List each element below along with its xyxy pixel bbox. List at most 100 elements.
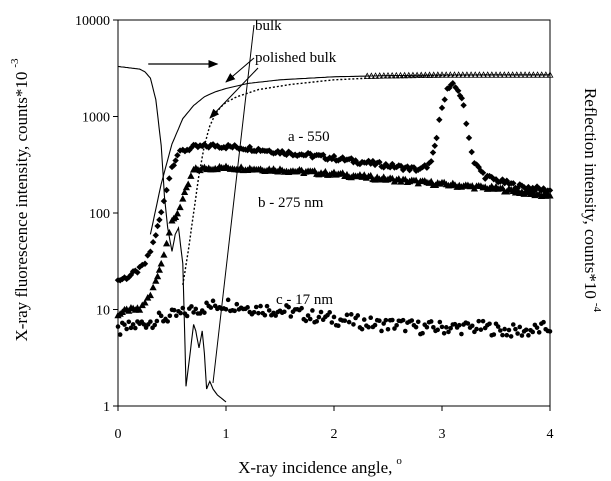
- series-marker: [152, 323, 157, 328]
- series-marker: [500, 333, 505, 338]
- series-marker: [390, 318, 395, 323]
- series-marker: [310, 308, 315, 313]
- series-marker: [526, 333, 531, 338]
- series-marker: [444, 325, 449, 330]
- series-marker: [161, 198, 167, 204]
- series-marker: [362, 317, 367, 322]
- y-tick-label: 1000: [82, 111, 110, 126]
- series-marker: [520, 333, 525, 338]
- series-marker: [541, 320, 546, 325]
- series-marker: [202, 310, 207, 315]
- series-marker: [163, 240, 170, 247]
- x-tick-label: 4: [547, 427, 554, 442]
- series-marker: [496, 324, 501, 329]
- series-marker: [158, 209, 164, 215]
- series-marker: [414, 325, 419, 330]
- series-marker: [457, 323, 462, 328]
- series-marker: [258, 304, 263, 309]
- series-marker: [459, 332, 464, 337]
- series-marker: [436, 117, 442, 123]
- x-tick-label: 3: [439, 427, 446, 442]
- series-marker: [498, 328, 503, 333]
- series-marker: [174, 313, 179, 318]
- series-marker: [252, 310, 257, 315]
- series-marker: [429, 319, 434, 324]
- series-marker: [474, 327, 479, 332]
- y-axis-title-superscript: -3: [9, 58, 21, 68]
- series-marker: [377, 318, 382, 323]
- x-axis-title-text: X-ray incidence angle,: [238, 458, 392, 477]
- series-marker: [226, 298, 231, 303]
- series-marker: [355, 313, 360, 318]
- series-marker: [211, 299, 216, 304]
- series-marker: [336, 323, 341, 328]
- series-marker: [403, 329, 408, 334]
- x-tick-label: 0: [115, 427, 122, 442]
- y-tick-label: 10000: [75, 14, 110, 29]
- series-marker: [435, 328, 440, 333]
- series-marker: [168, 313, 173, 318]
- series-layer: [114, 67, 553, 403]
- series-marker: [148, 319, 153, 324]
- series-marker: [384, 318, 389, 323]
- annotation-series-c: c - 17 nm: [276, 292, 333, 308]
- series-marker: [159, 314, 164, 319]
- series-marker: [116, 324, 121, 329]
- series-marker: [425, 325, 430, 330]
- series-marker: [507, 328, 512, 333]
- series-marker: [430, 149, 436, 155]
- x-axis-title-superscript: o: [396, 455, 402, 467]
- series-marker: [492, 332, 497, 337]
- series-marker: [156, 266, 163, 273]
- series-marker: [439, 105, 445, 111]
- series-marker: [349, 312, 354, 317]
- series-marker: [317, 315, 322, 320]
- y-tick-label: 100: [89, 207, 110, 222]
- series-marker: [158, 260, 165, 267]
- series-marker: [304, 319, 309, 324]
- series-marker: [330, 320, 335, 325]
- series-marker: [368, 315, 373, 320]
- series-marker: [373, 323, 378, 328]
- series-marker: [133, 326, 138, 331]
- series-marker: [517, 325, 522, 330]
- series-marker: [174, 210, 181, 217]
- series-marker: [360, 327, 365, 332]
- y2-axis-title: Reflection intensity, counts*10 -4: [581, 88, 603, 313]
- y2-axis-title-text: Reflection intensity, counts*10: [581, 88, 600, 299]
- series-marker: [438, 320, 443, 325]
- series-marker: [524, 327, 529, 332]
- series-marker: [515, 331, 520, 336]
- y-tick-label: 1: [103, 400, 110, 415]
- y-axis-title-text: X-ray fluorescence intensity, counts*10: [12, 72, 31, 342]
- y-tick-label: 10: [96, 304, 110, 319]
- series-marker: [289, 314, 294, 319]
- series-marker: [127, 319, 132, 324]
- series-marker: [122, 322, 127, 327]
- labels: bulk polished bulk a - 550 b - 275 nm c …: [9, 18, 603, 477]
- series-a: [115, 80, 553, 283]
- series-marker: [505, 333, 510, 338]
- y2-axis-title-superscript: -4: [591, 303, 603, 313]
- series-c: [116, 298, 553, 339]
- annotation-series-b: b - 275 nm: [258, 195, 324, 211]
- series-marker: [187, 172, 194, 179]
- series-marker: [511, 322, 516, 327]
- series-marker: [386, 327, 391, 332]
- series-marker: [351, 322, 356, 327]
- series-marker: [254, 305, 259, 310]
- series-marker: [420, 331, 425, 336]
- series-marker: [548, 329, 553, 334]
- series-marker: [487, 321, 492, 326]
- series-bulk: [150, 72, 552, 234]
- plot-frame: [118, 20, 550, 406]
- series-marker: [479, 327, 484, 332]
- annotation-series-a: a - 550: [288, 129, 330, 145]
- annotation-polished-bulk: polished bulk: [255, 50, 337, 66]
- series-line: [150, 75, 550, 235]
- series-marker: [530, 330, 535, 335]
- series-marker: [245, 305, 250, 310]
- series-marker: [185, 314, 190, 319]
- series-marker: [267, 308, 272, 313]
